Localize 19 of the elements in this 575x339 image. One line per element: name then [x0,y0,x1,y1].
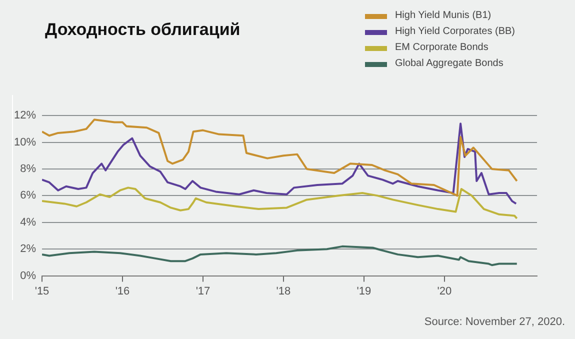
y-tick-label: 12% [14,110,36,122]
x-tick-label: '17 [196,285,210,298]
x-tick-label: '16 [115,285,130,298]
x-tick-label: '20 [437,285,452,298]
legend-label: EM Corporate Bonds [394,41,488,55]
y-tick-label: 0% [20,270,36,282]
y-tick-label: 4% [20,216,36,228]
legend-label: High Yield Corporates (BB) [394,25,515,39]
x-tick-label: '15 [34,285,50,298]
y-tick-label: 6% [20,190,36,202]
source-note: Source: November 27, 2020. [424,316,565,328]
y-tick-label: 2% [20,243,36,256]
chart-title: Доходность облигаций [45,20,240,40]
legend-label: High Yield Munis (B1) [394,9,492,23]
legend-label: Global Aggregate Bonds [394,57,504,71]
y-tick-label: 10% [14,136,36,148]
x-tick-label: '19 [356,285,372,298]
x-tick-label: '18 [276,285,291,298]
y-tick-label: 8% [20,163,36,176]
